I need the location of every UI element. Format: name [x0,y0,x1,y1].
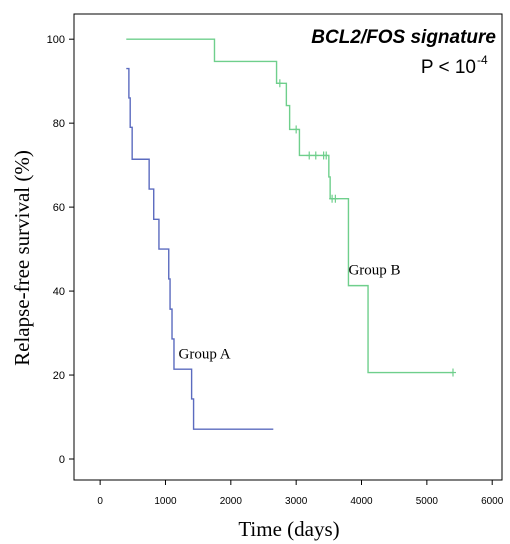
group-a-label: Group A [179,346,231,362]
x-tick-label: 5000 [416,496,439,507]
group-b-survival-curve [126,38,453,374]
x-tick-label: 0 [97,496,103,507]
y-tick-label: 80 [53,118,65,130]
y-axis-label: Relapse-free survival (%) [10,150,34,366]
x-axis-label: Time (days) [238,517,339,541]
y-tick-label: 100 [47,34,65,46]
y-tick-label: 20 [53,370,65,382]
x-tick-label: 1000 [154,496,177,507]
group-b-label: Group B [348,262,400,278]
group-b-censor-mark [306,151,313,160]
p-value-label: P < 10 [421,57,476,78]
x-axis: 0 1000 2000 3000 4000 5000 6000 [97,480,504,507]
y-axis: 0 20 40 60 80 100 [47,34,74,466]
group-b-censor-mark [332,194,339,203]
x-tick-label: 2000 [220,496,243,507]
plot-frame [73,13,503,481]
group-b-censor-mark [449,368,456,377]
x-tick-label: 4000 [350,496,373,507]
x-tick-label: 3000 [285,496,308,507]
chart-title: BCL2/FOS signature [311,27,496,48]
y-tick-label: 40 [53,286,65,298]
survival-curves: Group A Group B [126,38,456,430]
group-b-censor-mark [323,151,330,160]
group-b-censor-mark [312,151,319,160]
group-a-survival-curve [126,67,274,430]
group-b-censor-mark [293,125,300,134]
y-tick-label: 0 [59,454,65,466]
x-tick-label: 6000 [481,496,504,507]
group-b-censor-mark [276,79,283,88]
p-value-exponent: -4 [477,53,488,67]
y-tick-label: 60 [53,202,65,214]
